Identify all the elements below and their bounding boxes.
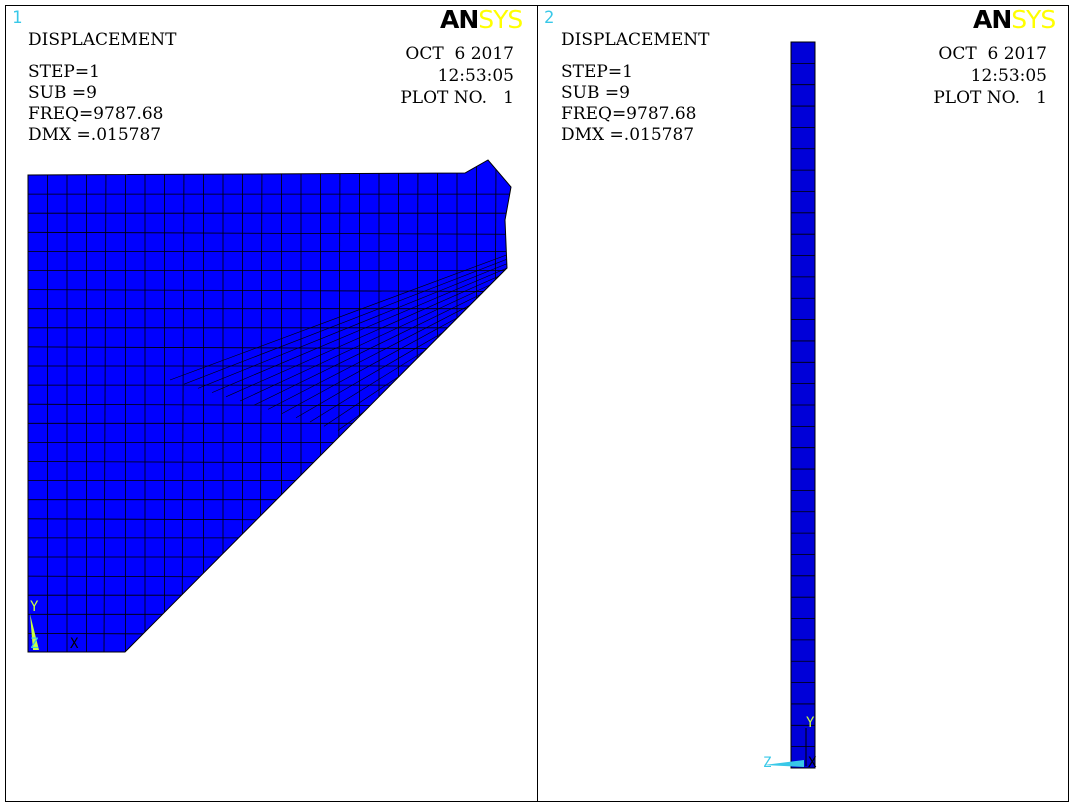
dmx-label-2: DMX =.015787 xyxy=(561,125,695,145)
step-label-1: STEP=1 xyxy=(28,62,100,82)
sub-label-1: SUB =9 xyxy=(28,83,97,103)
freq-label-2: FREQ=9787.68 xyxy=(561,104,697,124)
triad-x-label-2: X xyxy=(808,755,817,771)
mesh-line xyxy=(181,160,185,652)
mesh-line xyxy=(225,266,511,398)
sub-label-2: SUB =9 xyxy=(561,83,630,103)
triad-z-arrow-2 xyxy=(764,760,804,767)
triad-x-label-1: X xyxy=(70,636,79,652)
mesh-line xyxy=(169,249,511,381)
mesh-plot-2: Y Z X xyxy=(763,41,817,771)
time-label-2: 12:53:05 xyxy=(970,66,1047,86)
mesh-line xyxy=(28,231,511,235)
step-label-2: STEP=1 xyxy=(561,62,633,82)
triad-1: Y Z X xyxy=(30,599,79,652)
result-label-1: DISPLACEMENT xyxy=(28,30,177,50)
date-label-2: OCT 6 2017 xyxy=(938,44,1047,64)
window-1-number: 1 xyxy=(12,8,23,28)
triad-y-arrow-1 xyxy=(30,614,39,650)
mesh-plot-1: Y Z X xyxy=(27,159,512,653)
mesh-line xyxy=(103,160,107,652)
column-mesh-2 xyxy=(790,41,816,769)
ansys-logo-1: ANSYS xyxy=(440,5,523,34)
window-divider xyxy=(537,5,538,802)
triad-z-label-1: Z xyxy=(30,636,38,652)
mesh-line xyxy=(239,270,511,402)
mesh-line xyxy=(211,262,511,393)
ansys-logo-2: ANSYS xyxy=(973,5,1056,34)
triad-y-label-2: Y xyxy=(806,715,815,731)
mesh-line xyxy=(183,253,511,385)
mesh-outline-1 xyxy=(27,159,512,653)
window-2-number: 2 xyxy=(544,8,555,28)
triad-2: Y Z X xyxy=(763,715,817,771)
dmx-label-1: DMX =.015787 xyxy=(28,125,162,145)
triad-y-label-1: Y xyxy=(30,599,39,615)
result-label-2: DISPLACEMENT xyxy=(561,30,710,50)
triad-z-label-2: Z xyxy=(763,755,771,771)
time-label-1: 12:53:05 xyxy=(437,66,514,86)
mesh-grid-1 xyxy=(27,159,512,653)
freq-label-1: FREQ=9787.68 xyxy=(28,104,164,124)
plot-label-1: PLOT NO. 1 xyxy=(400,88,514,108)
plot-label-2: PLOT NO. 1 xyxy=(933,88,1047,108)
date-label-1: OCT 6 2017 xyxy=(405,44,514,64)
mesh-line xyxy=(253,274,511,406)
mesh-line xyxy=(197,258,511,389)
